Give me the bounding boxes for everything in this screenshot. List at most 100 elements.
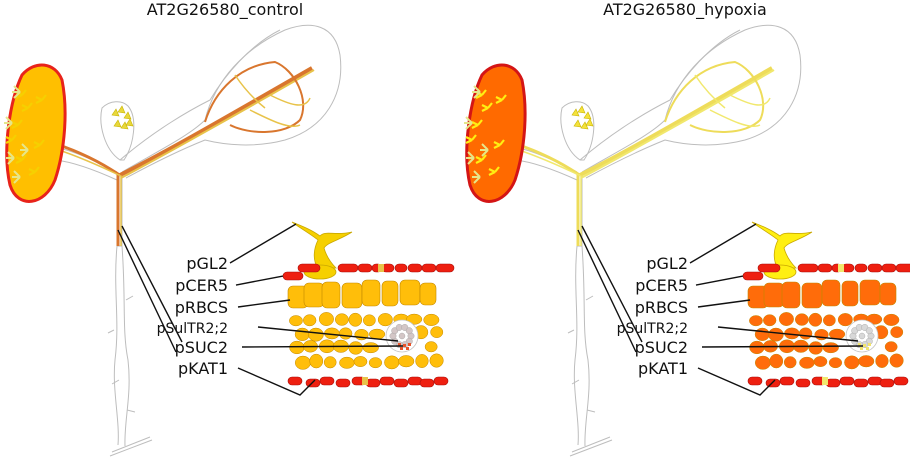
trichome-edge	[466, 151, 475, 165]
upper-epidermis-cell	[797, 263, 819, 273]
lower-epidermis-cell	[747, 376, 763, 386]
spongy-cell	[289, 315, 303, 327]
section-line	[577, 229, 637, 353]
label-psultr22: pSulTR2;2	[157, 321, 228, 337]
trichome	[11, 119, 23, 129]
palisade-cell	[763, 282, 785, 308]
companion-cell	[406, 347, 409, 350]
lower-guard-cell	[822, 377, 828, 385]
lower-epidermis-cell	[305, 378, 321, 388]
upper-epidermis-cell	[394, 263, 408, 273]
spongy-cell	[335, 313, 349, 326]
spongy-cell	[808, 341, 823, 355]
spongy-cell	[415, 354, 429, 368]
spongy-cell	[348, 312, 363, 327]
leader-line	[697, 367, 776, 396]
companion-cell	[863, 344, 866, 347]
trichome-edge	[20, 143, 29, 157]
midrib-vein-inner	[120, 69, 315, 179]
leaf-cross-section	[282, 221, 455, 388]
root-base-outline	[109, 436, 153, 457]
xylem-cell	[858, 332, 866, 340]
upper-epidermis-cell	[337, 263, 359, 273]
companion-cell	[403, 344, 406, 347]
bud-primordium	[571, 108, 580, 117]
spongy-cell	[844, 355, 860, 370]
lower-epidermis-cell	[287, 376, 303, 386]
bud-primordium	[117, 105, 126, 114]
spongy-cell	[406, 313, 423, 325]
bud-primordium	[125, 118, 134, 127]
panel-control: AT2G26580_control pGL2 pCER5 pRBCS pSulTR2;2…	[4, 0, 455, 457]
trichome-edge	[12, 170, 21, 184]
spongy-cell	[377, 313, 393, 327]
root-hair-outline	[567, 295, 596, 413]
spongy-cell	[353, 356, 368, 367]
spongy-cell	[822, 342, 839, 354]
spongy-cell	[883, 313, 900, 326]
bud-outline	[100, 101, 135, 161]
trichome	[28, 166, 40, 176]
trichome	[35, 94, 47, 104]
spongy-cell	[424, 341, 438, 353]
label-psuc2: pSUC2	[175, 338, 228, 357]
bud-primordium	[123, 111, 132, 120]
lower-epidermis-cell	[765, 378, 781, 388]
spongy-cell	[866, 313, 883, 325]
companion-cell	[408, 343, 411, 346]
leader-line	[241, 345, 404, 348]
spongy-cell	[798, 327, 813, 340]
spongy-cell	[823, 314, 836, 327]
lower-epidermis-cell	[879, 378, 895, 388]
spongy-cell	[303, 314, 317, 327]
bud-primordium	[580, 121, 589, 130]
lower-epidermis-cell	[319, 376, 335, 386]
trichome-edge	[472, 85, 481, 99]
label-pcer5: pCER5	[175, 276, 228, 295]
upper-epidermis-cell	[407, 263, 423, 273]
bud-primordium	[120, 121, 129, 130]
spongy-cell	[289, 340, 305, 355]
root-hair-outline	[107, 295, 136, 413]
trichome	[488, 166, 500, 176]
root-base-outline	[569, 436, 613, 457]
spongy-cell	[754, 355, 771, 370]
spongy-cell	[799, 356, 815, 369]
spongy-cell	[889, 353, 904, 368]
spongy-cell	[323, 356, 337, 369]
left-petiole-vein-inner	[515, 148, 582, 246]
secondary-vein	[204, 60, 305, 133]
lower-epidermis-cell	[839, 376, 855, 386]
spongy-cell	[308, 327, 324, 342]
xylem-cell	[405, 327, 413, 335]
section-line	[581, 225, 643, 343]
palisade-cell	[399, 279, 421, 306]
palisade-cell	[879, 282, 897, 306]
spongy-cell	[890, 326, 904, 338]
trichome-edge	[12, 85, 21, 99]
left-leaf-blade	[5, 63, 67, 203]
lower-epidermis-cell	[433, 376, 449, 386]
spongy-cell	[429, 353, 444, 368]
panel-title: AT2G26580_control	[147, 0, 303, 20]
bud-primordium	[573, 119, 582, 128]
section-line	[117, 229, 177, 353]
companion-cell	[860, 347, 863, 350]
leader-line	[717, 326, 859, 342]
label-psuc2: pSUC2	[635, 338, 688, 357]
bud-primordium	[583, 111, 592, 120]
lower-epidermis-cell	[335, 378, 351, 388]
companion-cell	[400, 347, 403, 350]
palisade-cell	[361, 279, 381, 307]
leader-line	[237, 299, 291, 308]
leader-line	[689, 223, 757, 264]
trichome	[495, 94, 507, 104]
midrib-vein	[119, 66, 313, 177]
spongy-cell	[430, 326, 444, 338]
label-prbcs: pRBCS	[175, 298, 228, 317]
palisade-cell	[341, 282, 363, 309]
palisade-cell	[381, 280, 399, 307]
spongy-cell	[749, 340, 765, 355]
left-leaf-blade	[465, 63, 527, 203]
